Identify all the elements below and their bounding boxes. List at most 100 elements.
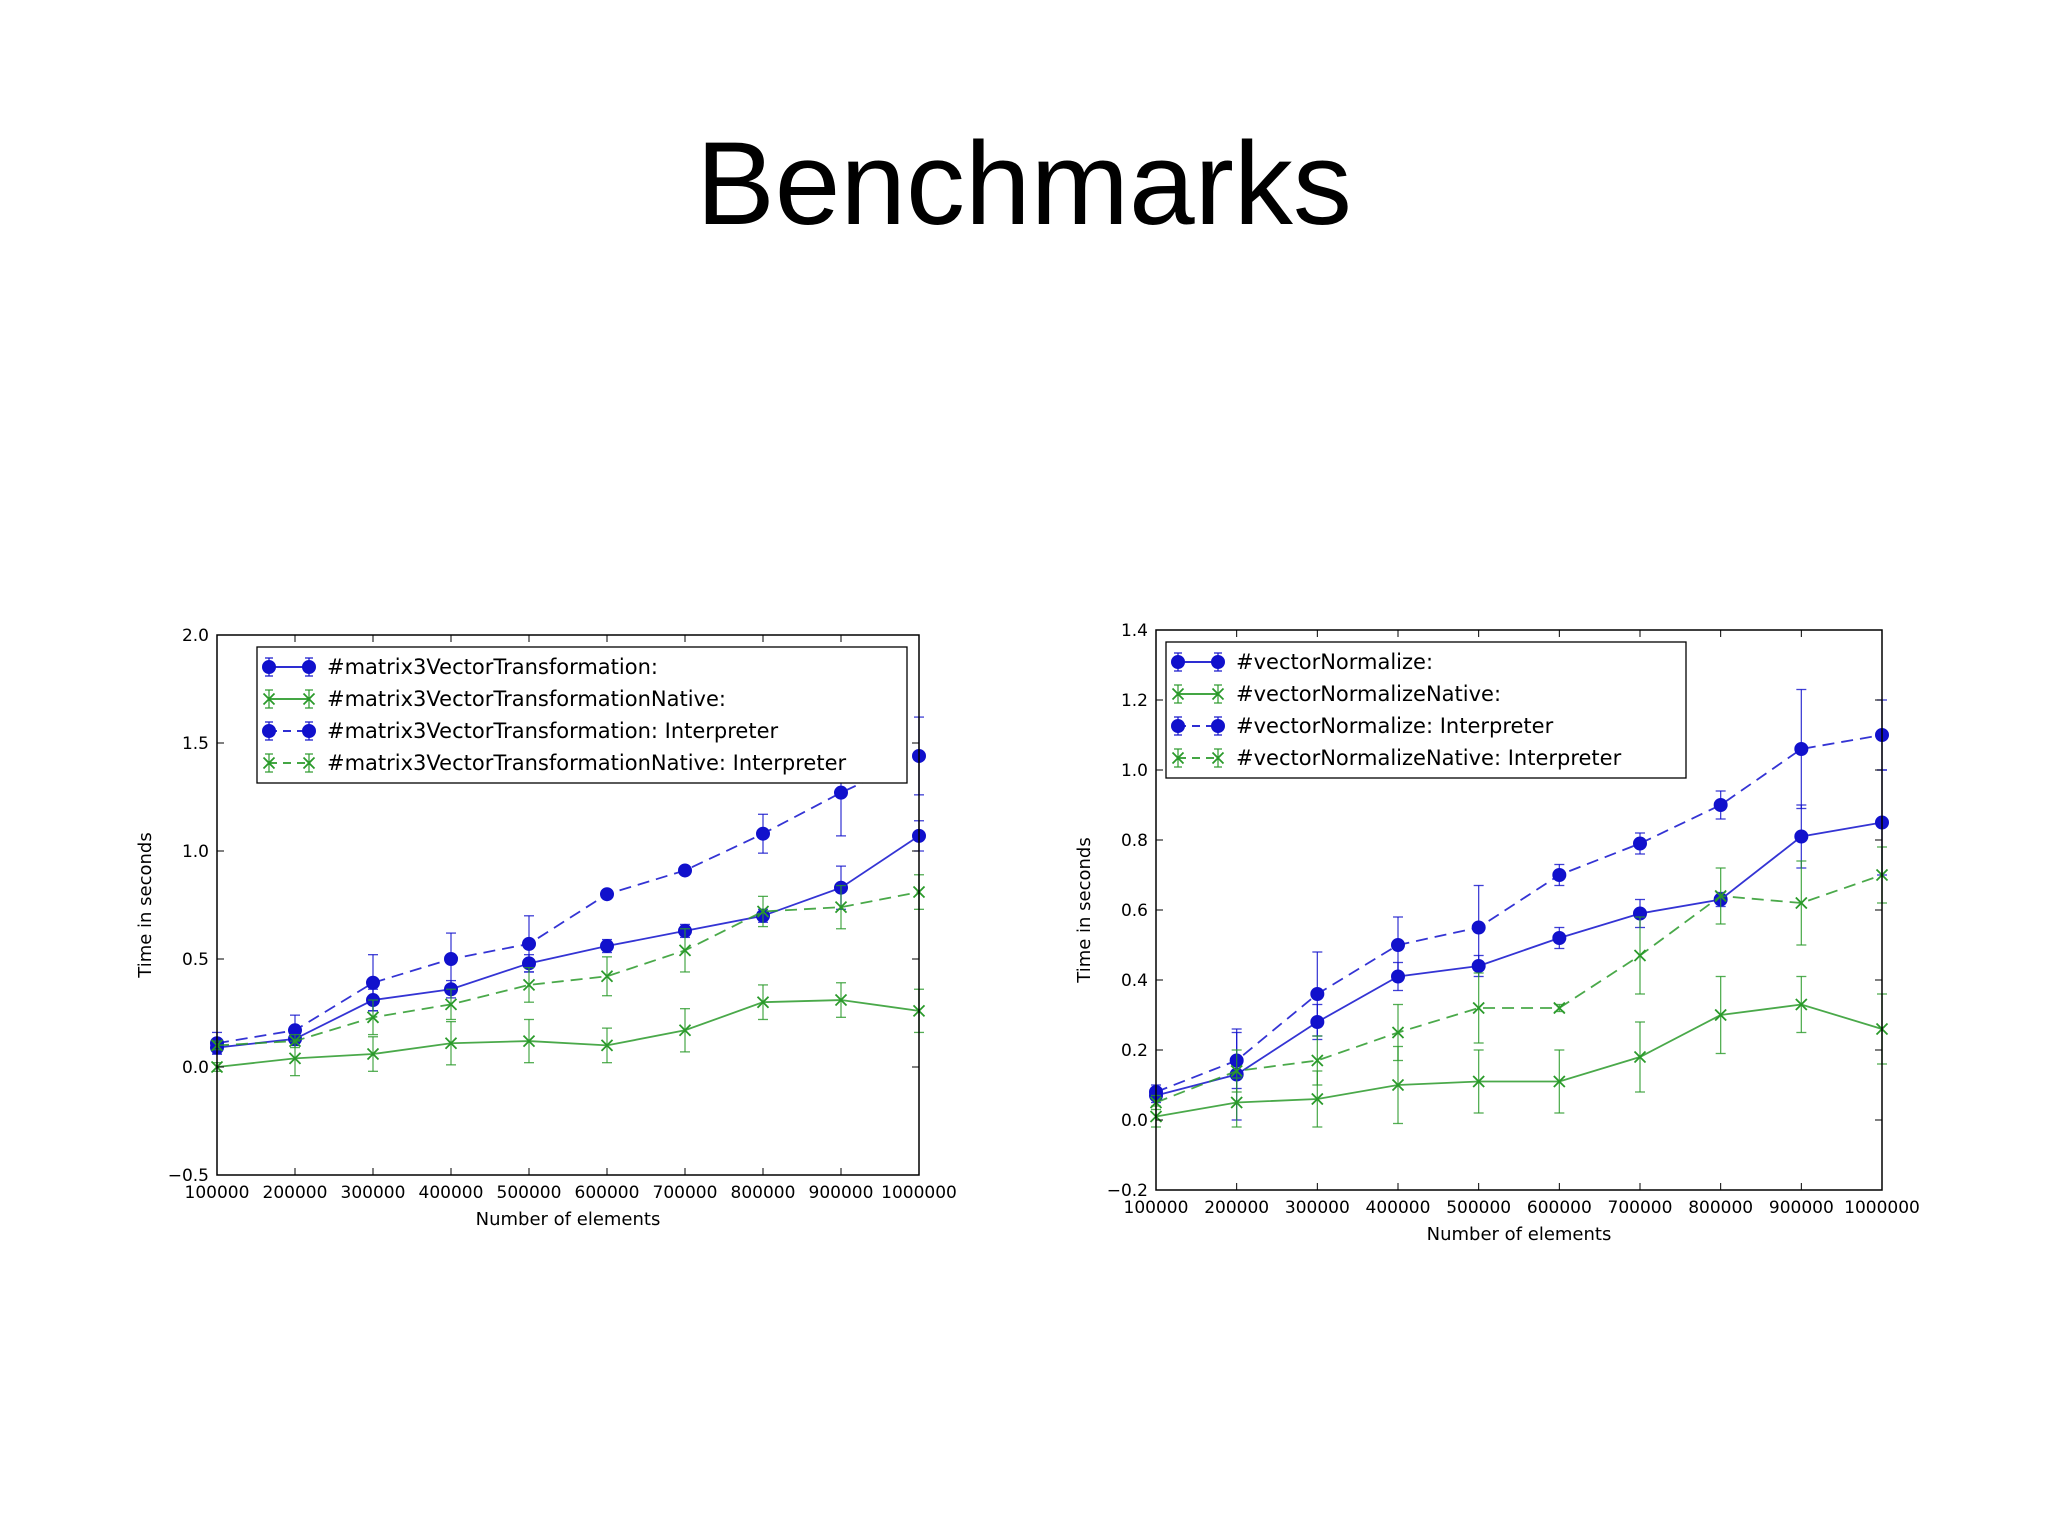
data-point [522,978,536,992]
x-tick-label: 200000 [263,1183,328,1203]
legend-label: #matrix3VectorTransformationNative: [327,687,726,711]
legend-label: #matrix3VectorTransformation: Interprete… [327,719,778,743]
data-point [288,1034,302,1048]
x-tick-label: 600000 [1527,1198,1592,1218]
x-tick-label: 900000 [809,1183,874,1203]
legend-marker [1171,751,1185,765]
series-line [216,999,920,1068]
legend-entry: #vectorNormalize: [1171,650,1433,674]
y-axis: −0.5 0.0 0.5 1.0 1.5 2.0 Time in seconds [135,626,919,1186]
data-point [1311,1092,1324,1106]
legend-label: #vectorNormalize: [1236,650,1433,674]
legend-entry: #matrix3VectorTransformationNative: [262,687,726,711]
data-point [600,970,614,983]
x-tick-label: 300000 [341,1183,406,1203]
legend-marker [302,692,316,706]
legend-label: #vectorNormalize: Interpreter [1236,714,1554,738]
data-point [678,863,692,878]
series-line [216,755,920,1045]
x-tick-label: 400000 [1366,1198,1431,1218]
series-line [1155,874,1883,1104]
legend-marker [302,756,316,770]
data-point [1311,1054,1324,1067]
x-axis-label: Number of elements [476,1209,661,1230]
data-point [1472,1075,1485,1088]
data-point [678,944,692,957]
series-line [216,835,920,1049]
legend-entry: #vectorNormalizeNative: Interpreter [1171,746,1622,770]
data-point [1552,868,1567,882]
data-point [756,826,770,841]
x-tick-label: 1000000 [881,1183,957,1203]
y-tick-label: 1.4 [1121,621,1148,641]
data-point [756,996,770,1009]
legend-box [1165,641,1687,779]
plot-frame [216,634,920,1176]
data-point [366,1047,380,1061]
y-axis: −0.2 0.0 0.2 0.4 0.6 0.8 1.0 1.2 1.4 Time in seco… [1074,621,1882,1201]
series-line [1155,821,1883,1097]
data-point [1553,1075,1566,1088]
legend-marker [1211,751,1225,765]
data-point [288,1052,302,1065]
x-tick-label: 600000 [575,1183,640,1203]
slide-title: Benchmarks [696,118,1352,250]
data-point [834,901,848,914]
data-point [1633,836,1647,851]
y-tick-label: 0.5 [182,950,209,970]
x-axis: 100000 200000 300000 400000 500000 600000 7000… [185,635,957,1230]
data-point [1230,1064,1243,1078]
legend-marker [1171,719,1185,733]
y-tick-label: −0.2 [1107,1181,1148,1201]
legend-marker [262,692,276,706]
legend-marker [262,724,276,738]
y-tick-label: −0.5 [168,1166,209,1186]
data-point [678,1024,692,1037]
x-axis-label: Number of elements [1427,1224,1612,1245]
legend-label: #matrix3VectorTransformationNative: Inte… [327,751,846,775]
legend-entry: #vectorNormalize: Interpreter [1171,714,1554,738]
legend-label: #vectorNormalizeNative: [1236,682,1501,706]
legend-label: #vectorNormalizeNative: Interpreter [1236,746,1622,770]
data-point [444,1037,458,1050]
legend-marker [302,660,316,674]
data-point [1633,1050,1647,1064]
data-point [1714,889,1727,903]
y-axis-label: Time in seconds [1074,837,1095,983]
legend-label: #matrix3VectorTransformation: [327,655,658,679]
data-point [1795,896,1808,910]
y-tick-label: 1.0 [182,842,209,862]
data-point [1391,938,1405,952]
legend-entry: #vectorNormalizeNative: [1171,682,1501,706]
data-point [1230,1096,1243,1109]
series-line [1155,734,1883,1093]
x-tick-label: 1000000 [1844,1198,1920,1218]
x-tick-label: 800000 [1688,1198,1753,1218]
data-point [600,887,614,902]
data-point [1714,1008,1727,1022]
x-tick-label: 500000 [497,1183,562,1203]
data-point [1553,1001,1566,1015]
legend: #matrix3VectorTransformation: #matrix3Vec… [256,646,908,784]
legend-marker [302,724,316,738]
x-tick-label: 900000 [1769,1198,1834,1218]
y-tick-label: 1.0 [1121,761,1148,781]
data-point [1471,920,1486,935]
x-tick-label: 700000 [653,1183,718,1203]
x-tick-label: 500000 [1446,1198,1511,1218]
x-tick-label: 300000 [1285,1198,1350,1218]
legend-marker [1211,687,1225,701]
y-tick-label: 0.0 [182,1058,209,1078]
data-point [600,939,614,954]
x-tick-label: 200000 [1204,1198,1269,1218]
legend-marker [1211,719,1225,733]
legend-marker [262,756,276,770]
legend-marker [1171,655,1185,669]
data-point [834,993,848,1007]
data-point [1794,742,1809,756]
data-point [1552,931,1567,945]
data-point [444,952,458,966]
data-point [366,975,380,990]
y-tick-label: 1.5 [182,734,209,754]
